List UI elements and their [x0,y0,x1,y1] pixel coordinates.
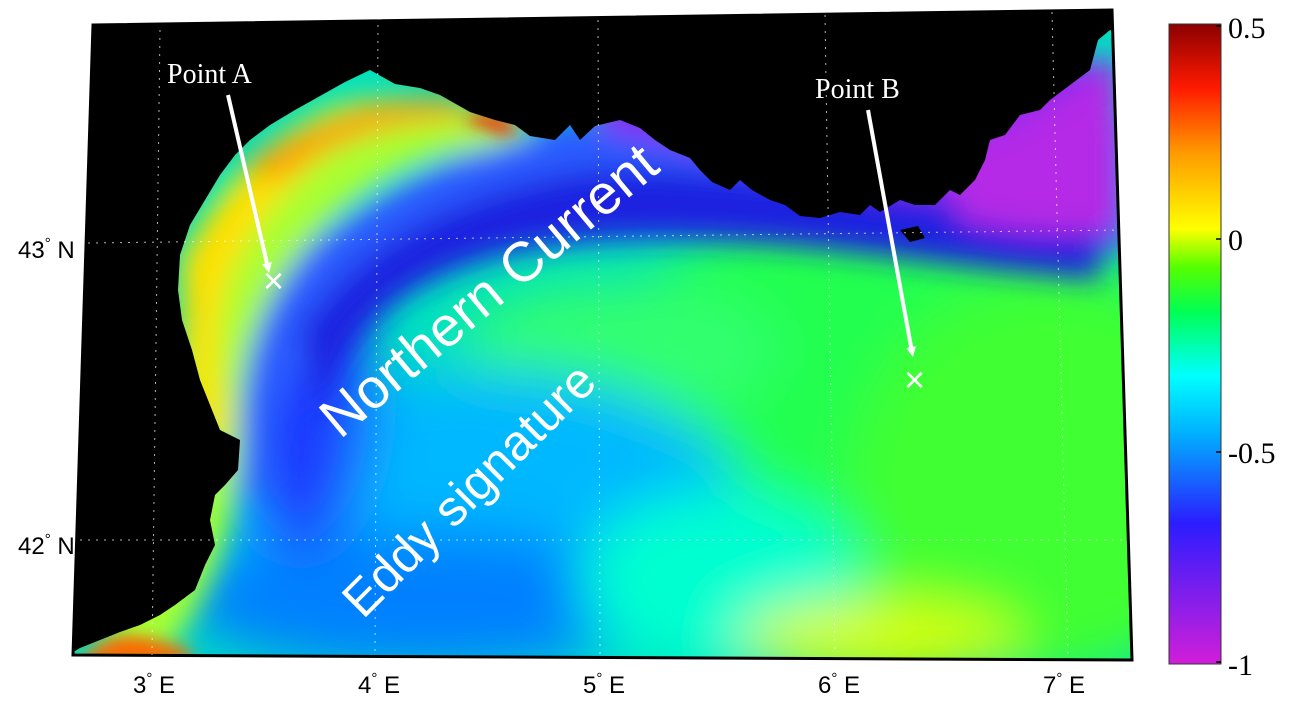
point-b-marker: × [904,359,925,400]
point-a-label: Point A [167,59,253,90]
lon-tick-5: 5° E [583,670,625,699]
latitude-axis: 43° N 42° N [18,235,75,560]
lat-tick-43: 43° N [18,235,75,264]
map-frame [71,8,1134,662]
longitude-axis: 3° E 4° E 5° E 6° E 7° E [133,670,1085,699]
colorbar-tick-0: 0 [1228,224,1243,257]
graticule [80,11,1126,659]
lon-tick-4: 4° E [358,670,400,699]
point-a-marker: × [263,260,284,301]
lon-tick-7: 7° E [1043,670,1085,699]
colorbar-tick-neg-1: -1 [1228,649,1253,682]
lon-tick-6: 6° E [818,670,860,699]
colorbar-gradient [1168,23,1222,665]
island [900,226,925,242]
point-a-arrow [226,94,272,273]
sea-surface-field [73,10,1132,660]
colorbar-tick-0-5: 0.5 [1228,12,1266,45]
colorbar-tick-neg-0-5: -0.5 [1228,437,1276,470]
colorbar: 0.5 0 -0.5 -1 [1168,12,1276,682]
lon-tick-3: 3° E [133,670,175,699]
point-b-arrow [866,109,917,357]
point-b-label: Point B [815,74,900,105]
lat-tick-42: 42° N [18,531,75,560]
